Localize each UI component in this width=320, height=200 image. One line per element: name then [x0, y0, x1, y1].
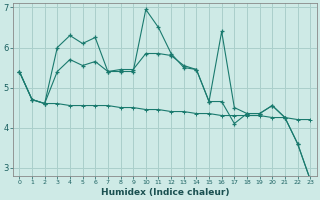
X-axis label: Humidex (Indice chaleur): Humidex (Indice chaleur): [100, 188, 229, 197]
